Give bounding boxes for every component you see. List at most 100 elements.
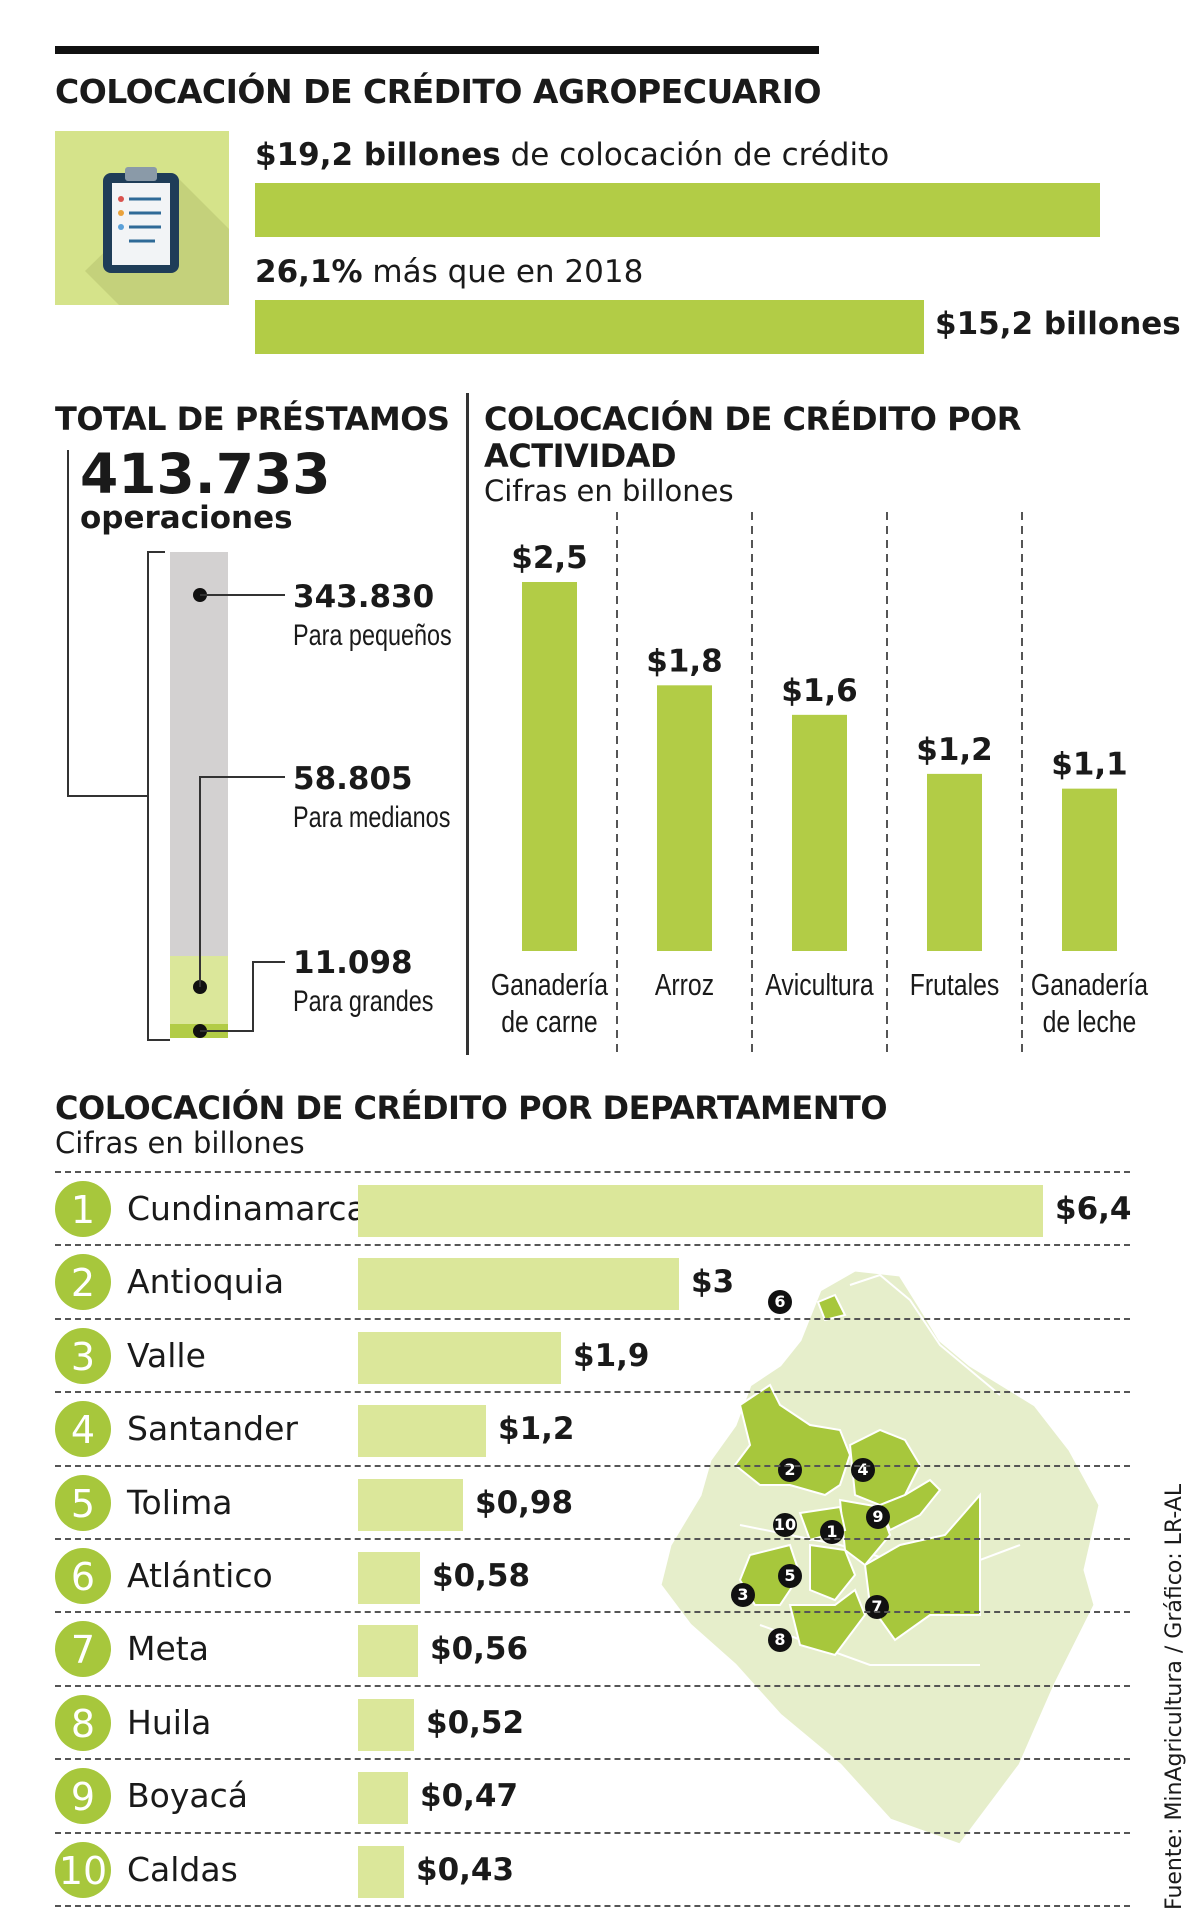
map-badge-6: 6	[768, 1290, 792, 1314]
department-name: Tolima	[127, 1483, 233, 1522]
activity-bar	[522, 582, 577, 951]
department-bar	[358, 1625, 418, 1677]
department-subtitle: Cifras en billones	[55, 1126, 305, 1160]
map-tolima	[809, 1543, 857, 1602]
department-name: Atlántico	[127, 1556, 273, 1595]
map-badge-1: 1	[820, 1520, 844, 1544]
department-value-label: $0,47	[420, 1778, 519, 1814]
department-value-label: $6,4	[1055, 1191, 1132, 1227]
loans-diagram	[67, 450, 285, 1041]
page-title: COLOCACIÓN DE CRÉDITO AGROPECUARIO	[55, 72, 822, 111]
top-rule	[55, 46, 819, 54]
map-badge-4: 4	[851, 1458, 875, 1482]
department-name: Valle	[127, 1336, 206, 1375]
loans-title: TOTAL DE PRÉSTAMOS	[55, 400, 450, 438]
department-name: Cundinamarca	[127, 1189, 367, 1228]
map-badge-2: 2	[778, 1458, 802, 1482]
activity-category-label: Ganadería	[1031, 967, 1149, 1001]
department-rank-badge: 10	[55, 1842, 111, 1898]
small-loans-value: 343.830	[293, 579, 435, 615]
department-row-divider	[55, 1905, 1130, 1907]
map-badge-10: 10	[773, 1513, 797, 1537]
colombia-map	[658, 1268, 1102, 1847]
department-rank-badge: 9	[55, 1768, 111, 1824]
department-bar	[358, 1846, 404, 1898]
growth-text: más que en 2018	[372, 254, 644, 290]
department-value-label: $1,2	[498, 1411, 575, 1447]
activity-title-line2: ACTIVIDAD	[484, 437, 677, 475]
department-rank-badge: 3	[55, 1328, 111, 1384]
department-value-label: $0,56	[430, 1631, 529, 1667]
department-bar	[358, 1479, 463, 1531]
map-badge-9: 9	[866, 1505, 890, 1529]
source-note: Fuente: MinAgricultura / Gráfico: LR-AL	[1162, 1483, 1187, 1910]
total-credit-text: de colocación de crédito	[510, 137, 890, 173]
department-bar	[358, 1405, 486, 1457]
activity-bar	[792, 714, 847, 951]
department-row-divider	[55, 1171, 1130, 1173]
map-badge-8: 8	[768, 1628, 792, 1652]
total-bracket	[67, 450, 148, 797]
previous-credit-value: $15,2 billones	[935, 306, 1181, 342]
medium-loans-label: Para medianos	[293, 801, 451, 834]
map-atlantico	[816, 1293, 847, 1322]
map-badge-3: 3	[731, 1583, 755, 1607]
activity-value-label: $1,8	[646, 643, 723, 679]
activity-category-label: Frutales	[910, 967, 1000, 1001]
map-valle	[738, 1543, 802, 1606]
section-divider	[466, 393, 469, 1055]
department-bar	[358, 1332, 561, 1384]
total-credit-bar	[255, 183, 1100, 237]
small-loans-label: Para pequeños	[293, 619, 452, 652]
department-rank-badge: 5	[55, 1475, 111, 1531]
department-name: Antioquia	[127, 1262, 285, 1301]
department-rank-badge: 2	[55, 1254, 111, 1310]
activity-value-label: $1,2	[916, 732, 993, 768]
department-title: COLOCACIÓN DE CRÉDITO POR DEPARTAMENTO	[55, 1089, 888, 1127]
medium-loans-value: 58.805	[293, 761, 413, 797]
activity-category-label: Avicultura	[765, 967, 874, 1001]
department-name: Caldas	[127, 1850, 238, 1889]
department-bar	[358, 1552, 420, 1604]
large-loans-value: 11.098	[293, 945, 413, 981]
department-value-label: $0,43	[416, 1852, 515, 1888]
activity-value-label: $1,6	[781, 673, 858, 709]
department-bar	[358, 1258, 679, 1310]
department-rank-badge: 1	[55, 1181, 111, 1237]
department-bar	[358, 1772, 408, 1824]
activity-category-label: Arroz	[655, 967, 714, 1001]
activity-value-label: $2,5	[511, 540, 588, 576]
clipboard-icon	[85, 167, 229, 305]
growth-value: 26,1%	[255, 254, 363, 290]
map-badge-5: 5	[778, 1564, 802, 1588]
previous-credit-bar	[255, 300, 924, 354]
map-badge-7: 7	[865, 1595, 889, 1619]
stack-bracket	[147, 551, 170, 1041]
department-rank-badge: 4	[55, 1401, 111, 1457]
loans-total-label: operaciones	[80, 500, 293, 536]
department-value-label: $0,98	[475, 1485, 574, 1521]
activity-category-label: de carne	[501, 1004, 597, 1038]
department-name: Santander	[127, 1409, 298, 1448]
activity-bar	[657, 685, 712, 951]
activity-value-label: $1,1	[1051, 747, 1128, 783]
department-rank-badge: 6	[55, 1548, 111, 1604]
map-boyaca	[878, 1478, 942, 1532]
growth-line: 26,1% más que en 2018	[255, 254, 643, 290]
department-rank-badge: 7	[55, 1621, 111, 1677]
department-name: Huila	[127, 1703, 212, 1742]
activity-title-line1: COLOCACIÓN DE CRÉDITO POR	[484, 400, 1021, 438]
large-loans-label: Para grandes	[293, 985, 434, 1018]
department-rank-badge: 8	[55, 1695, 111, 1751]
department-bar	[358, 1185, 1043, 1237]
activity-category-label: de leche	[1043, 1004, 1137, 1038]
total-credit-value: $19,2 billones	[255, 137, 501, 173]
map-santander	[848, 1428, 922, 1507]
department-value-label: $1,9	[573, 1338, 650, 1374]
department-value-label: $0,52	[426, 1705, 525, 1741]
loans-total: 413.733	[80, 442, 331, 506]
department-name: Boyacá	[127, 1776, 248, 1815]
activity-category-label: Ganadería	[491, 967, 609, 1001]
map-huila	[788, 1588, 867, 1657]
